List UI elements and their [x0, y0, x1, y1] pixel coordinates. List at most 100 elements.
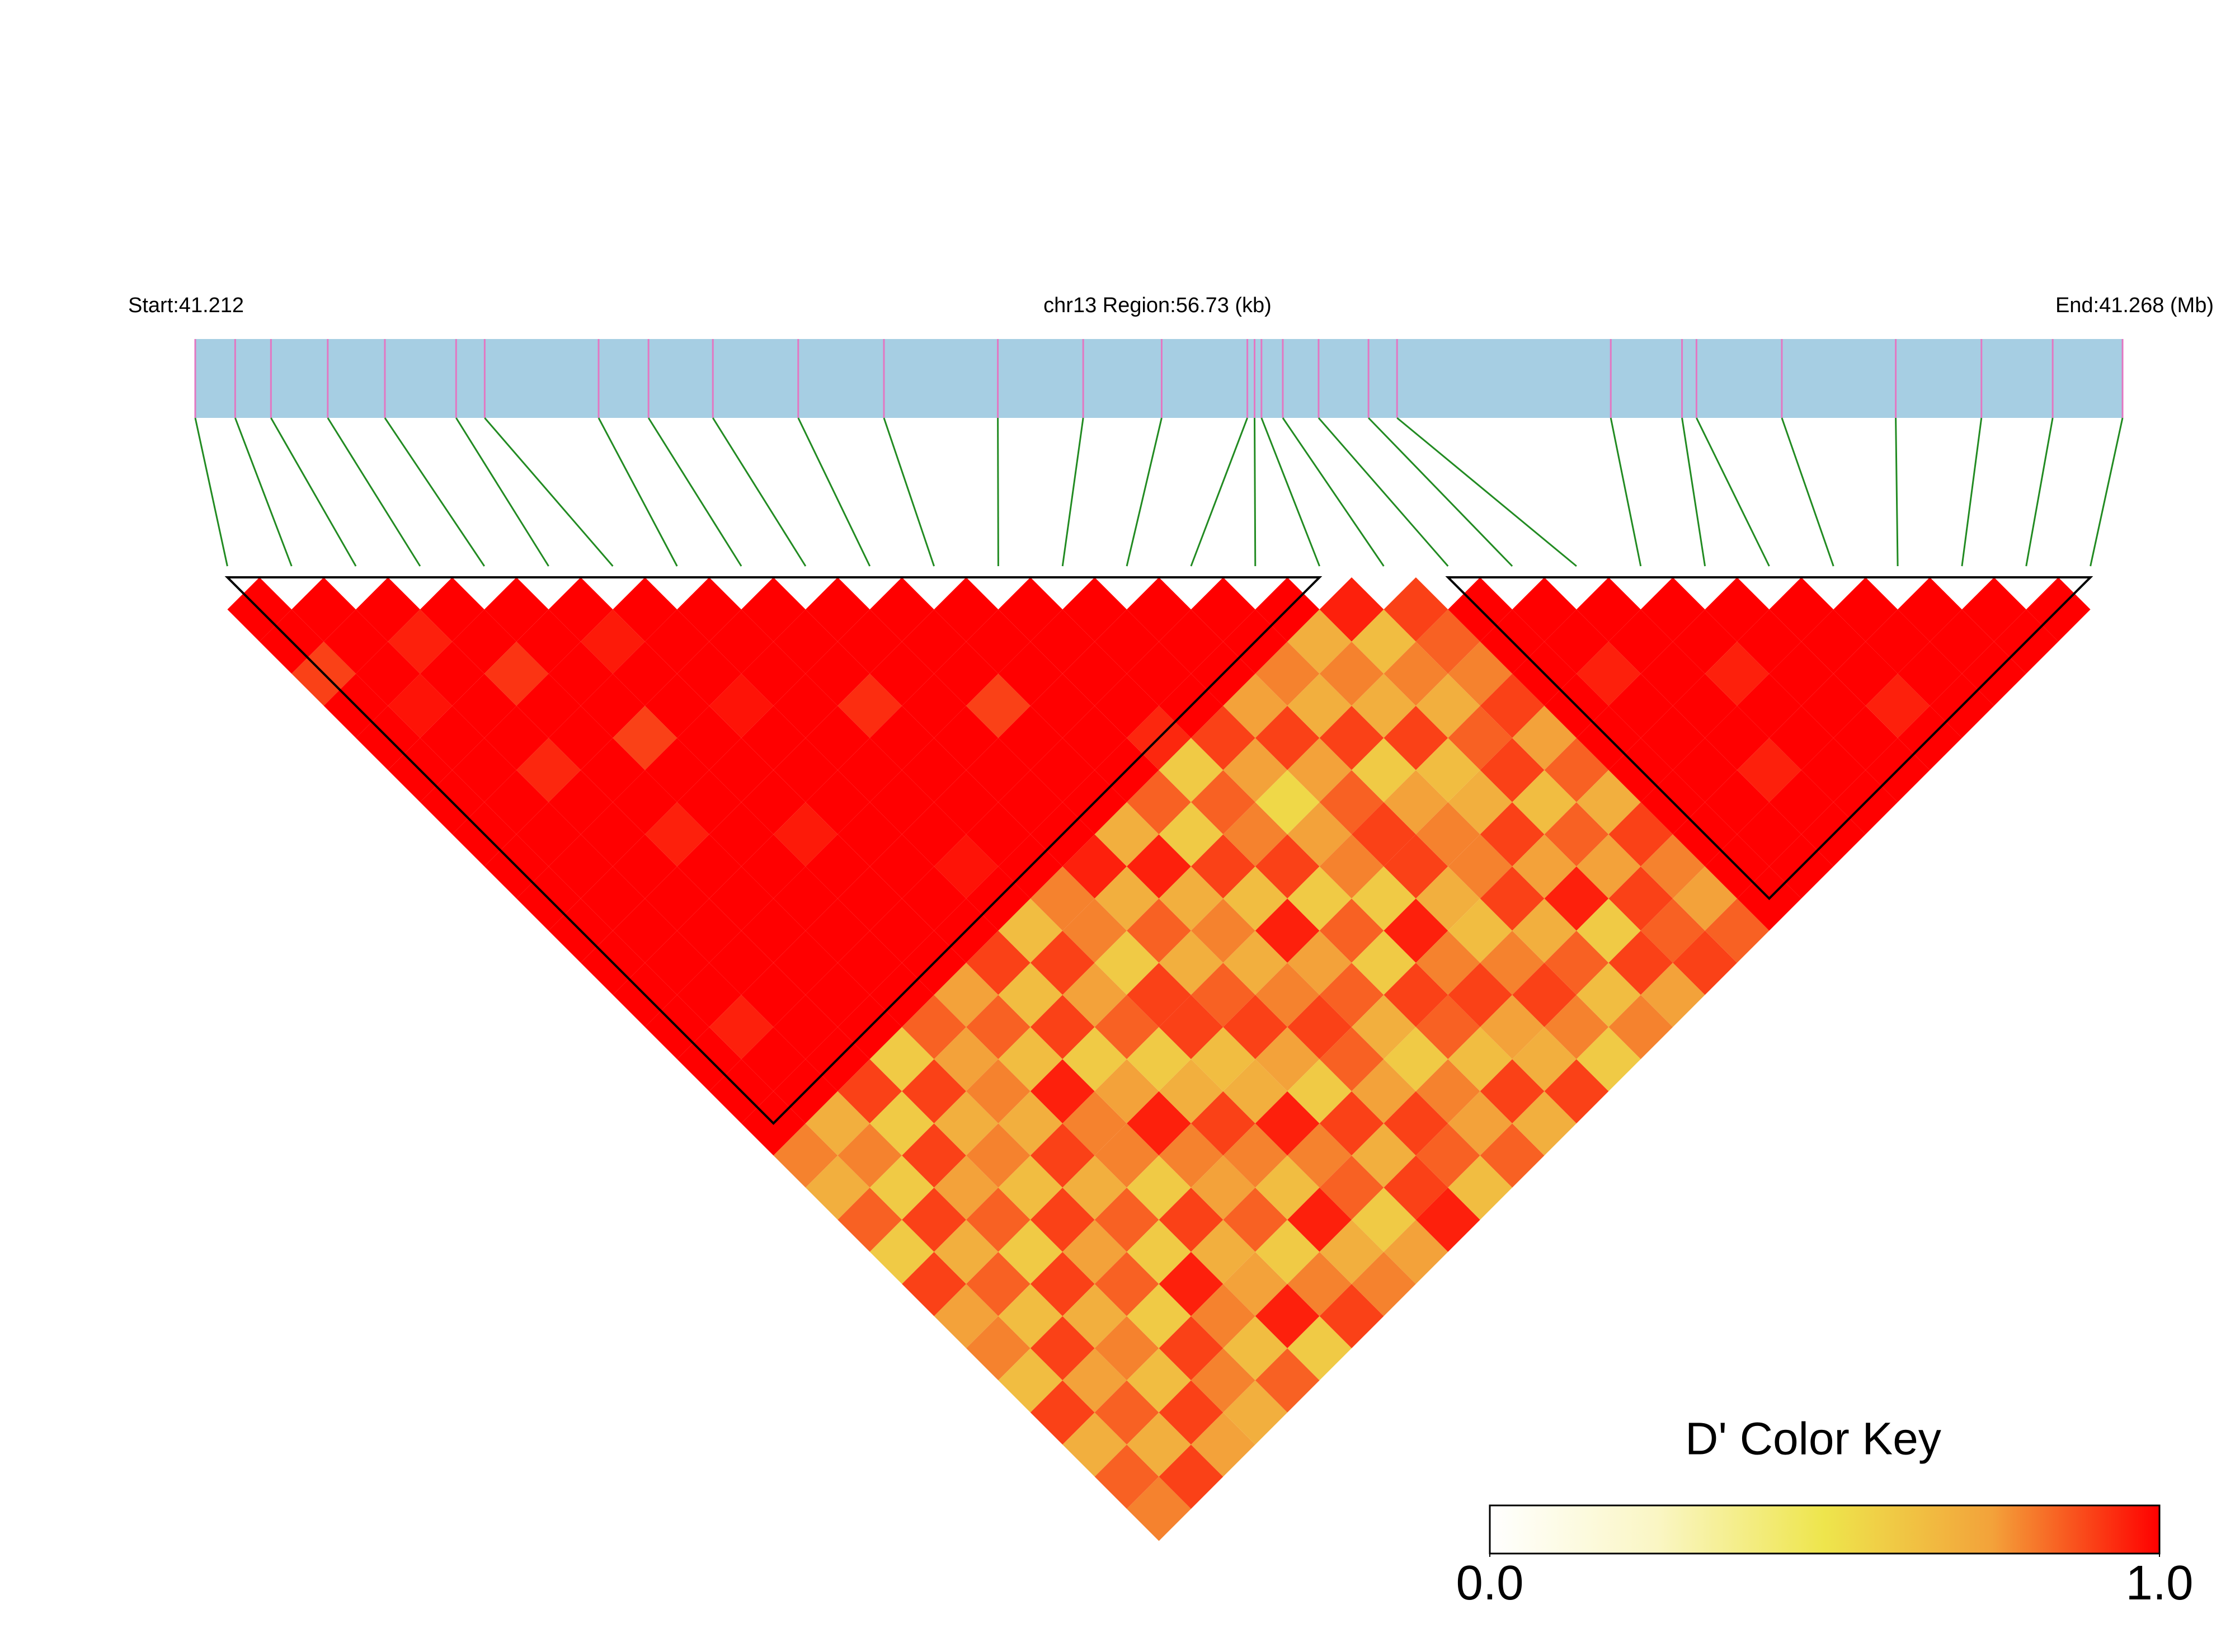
- ld-cell: [1062, 1220, 1127, 1284]
- ld-cell: [1448, 1155, 1513, 1220]
- ld-cell: [837, 802, 902, 867]
- ld-cell: [709, 802, 774, 867]
- ld-cell: [1287, 1316, 1352, 1381]
- ld-cell: [1705, 641, 1770, 706]
- ld-cell: [1640, 641, 1705, 706]
- ld-cell: [1030, 1059, 1095, 1124]
- ld-cell: [837, 674, 902, 738]
- ld-cell: [1287, 674, 1352, 738]
- snp-connector: [597, 417, 678, 567]
- ld-cell: [1191, 705, 1255, 770]
- ld-cell: [484, 641, 549, 706]
- ld-cell: [741, 770, 806, 835]
- ld-cell: [1127, 770, 1191, 835]
- ld-cell: [452, 738, 517, 802]
- ld-cell: [1030, 674, 1095, 738]
- ld-cell: [1191, 1412, 1255, 1477]
- ld-cell: [548, 641, 613, 706]
- ld-cell: [934, 834, 999, 899]
- ld-cell: [1223, 1316, 1288, 1381]
- ld-cell: [1801, 674, 1866, 738]
- ld-cell: [323, 609, 388, 674]
- ld-cell: [1384, 705, 1448, 770]
- ld-cell: [1673, 738, 1737, 802]
- ld-cell: [1030, 1251, 1095, 1316]
- ld-cell: [998, 963, 1063, 1027]
- ld-cell: [1415, 1123, 1480, 1188]
- ld-cell: [837, 738, 902, 802]
- snp-connector: [1610, 417, 1642, 567]
- snp-connector: [1126, 417, 1163, 567]
- ld-cell: [644, 866, 709, 931]
- ld-cell: [1480, 930, 1545, 995]
- ld-cell: [1384, 1027, 1448, 1091]
- ld-cell: [966, 738, 1031, 802]
- ld-cell: [1480, 738, 1545, 802]
- ld-cell: [1512, 577, 1577, 642]
- ld-cell: [934, 1027, 999, 1091]
- ld-cell: [1319, 577, 1384, 642]
- ld-cell: [1223, 674, 1288, 738]
- ld-cell: [1127, 641, 1191, 706]
- ld-cell: [1191, 1091, 1255, 1156]
- ld-cell: [1480, 995, 1545, 1060]
- ld-cell: [1127, 1476, 1191, 1541]
- ld-cell: [1673, 609, 1737, 674]
- ld-cell: [1576, 770, 1641, 835]
- ld-cell: [837, 930, 902, 995]
- ld-cell: [516, 738, 581, 802]
- ld-cell: [741, 898, 806, 963]
- ld-cell: [1448, 641, 1513, 706]
- snp-connector: [327, 417, 421, 567]
- ld-cell: [581, 738, 645, 802]
- ld-cell: [420, 641, 484, 706]
- ld-cell: [1191, 834, 1255, 899]
- ld-cell: [1159, 738, 1224, 802]
- ld-cell: [1062, 641, 1127, 706]
- ld-cell: [1094, 930, 1159, 995]
- ld-cell: [1801, 738, 1866, 802]
- ld-cell: [1062, 1412, 1127, 1477]
- ld-cell: [1223, 930, 1288, 995]
- ld-cell: [709, 738, 774, 802]
- ld-cell: [1255, 834, 1320, 899]
- ld-cell: [741, 577, 806, 642]
- ld-cell: [1544, 1059, 1609, 1124]
- ld-cell: [1127, 1284, 1191, 1348]
- ld-cell: [1223, 1123, 1288, 1188]
- ld-cell: [548, 770, 613, 835]
- ld-cell: [1384, 577, 1448, 642]
- ld-cell: [1512, 705, 1577, 770]
- ld-cell: [1319, 770, 1384, 835]
- ld-cell: [1480, 1123, 1545, 1188]
- ld-cell: [837, 866, 902, 931]
- ld-cell: [516, 609, 581, 674]
- snp-connector: [1681, 417, 1706, 567]
- ld-cell: [1705, 770, 1770, 835]
- ld-cell: [837, 1187, 902, 1252]
- ld-cell: [741, 641, 806, 706]
- ld-cell: [902, 1059, 966, 1124]
- ld-cell: [1673, 866, 1737, 931]
- ld-cell: [1127, 963, 1191, 1027]
- ld-cell: [1384, 834, 1448, 899]
- ld-cell: [1319, 1027, 1384, 1091]
- ld-cell: [1352, 930, 1416, 995]
- ld-cell: [1127, 577, 1191, 642]
- ld-cell: [998, 1027, 1063, 1091]
- ld-cell: [1319, 834, 1384, 899]
- ld-cell: [869, 1220, 934, 1284]
- snp-connector: [997, 417, 999, 567]
- snp-connector: [797, 417, 871, 567]
- ld-cell: [420, 577, 484, 642]
- ld-cell: [1384, 1220, 1448, 1284]
- ld-cell: [1223, 1059, 1288, 1124]
- ld-cell: [613, 577, 677, 642]
- ld-cell: [1030, 995, 1095, 1060]
- ld-cell: [902, 802, 966, 867]
- ld-cell: [1127, 1412, 1191, 1477]
- ld-cell: [1062, 1027, 1127, 1091]
- ld-cell: [1865, 674, 1930, 738]
- ld-cell: [420, 705, 484, 770]
